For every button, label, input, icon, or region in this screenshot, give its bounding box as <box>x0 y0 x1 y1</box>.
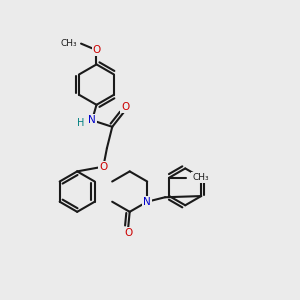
Text: O: O <box>92 45 101 55</box>
Text: O: O <box>99 162 107 172</box>
Text: O: O <box>124 228 132 238</box>
Text: N: N <box>88 115 96 125</box>
Text: N: N <box>143 197 151 207</box>
Text: CH₃: CH₃ <box>192 173 209 182</box>
Text: H: H <box>77 118 84 128</box>
Text: O: O <box>121 102 129 112</box>
Text: CH₃: CH₃ <box>61 39 77 48</box>
